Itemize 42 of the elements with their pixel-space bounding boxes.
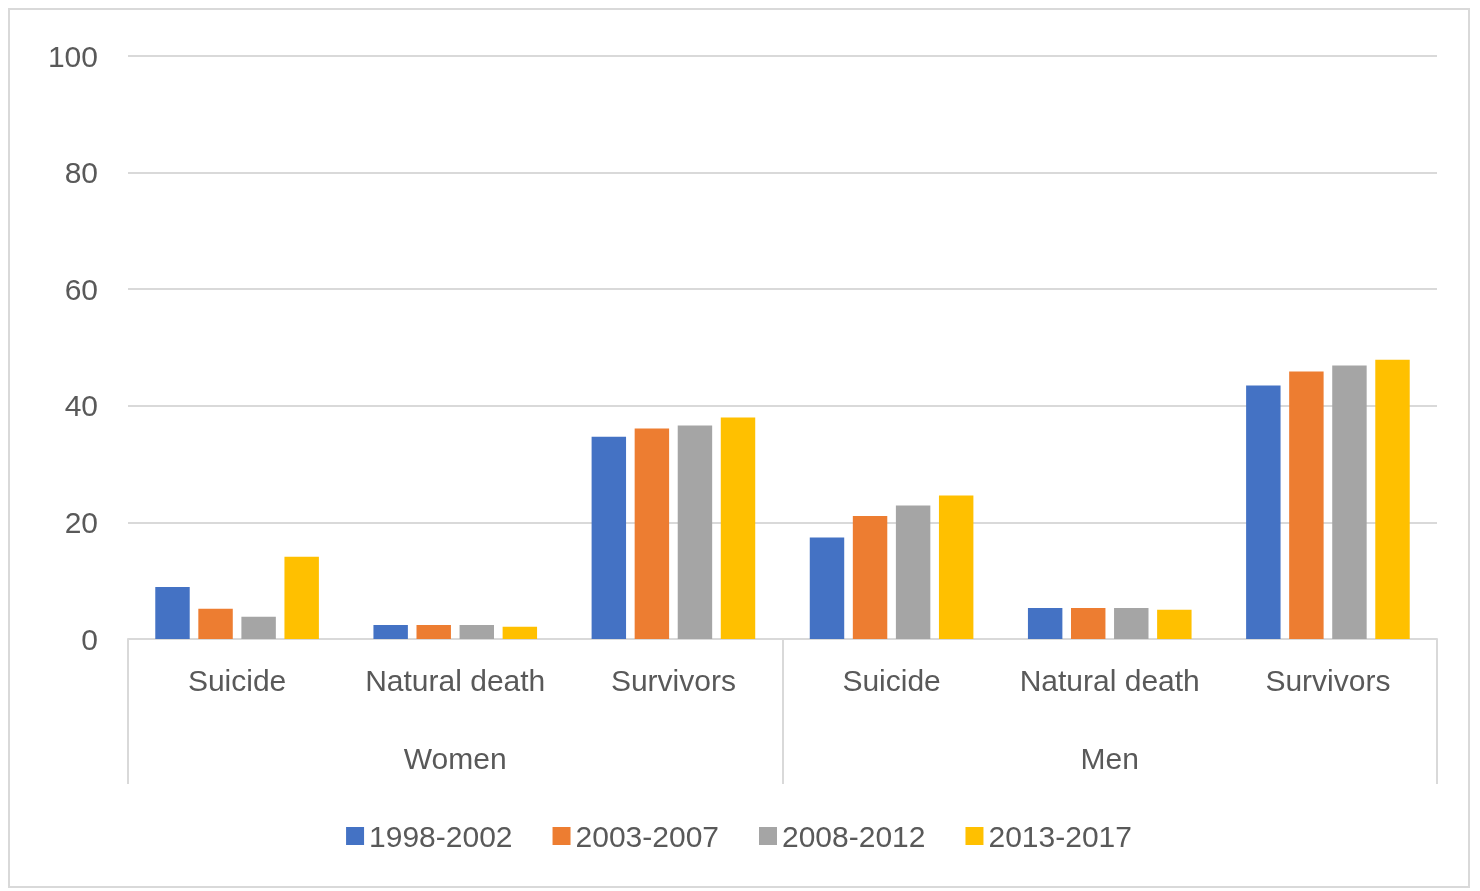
- bar: [1071, 608, 1106, 639]
- x-tick-label: Suicide: [187, 663, 287, 697]
- bar: [459, 625, 494, 639]
- bar: [591, 436, 627, 639]
- legend-label: 1998-2002: [369, 819, 513, 853]
- bar: [1332, 365, 1367, 639]
- legend-label: 2013-2017: [988, 819, 1132, 853]
- y-tick-label: 80: [64, 156, 98, 190]
- bar: [852, 515, 888, 639]
- bar: [677, 425, 713, 639]
- y-tick-label: 0: [81, 622, 98, 656]
- bar: [938, 495, 974, 639]
- text: Women: [403, 741, 507, 775]
- x-tick-label: Natural death: [365, 663, 546, 697]
- bar: [1375, 359, 1410, 639]
- bar: [284, 556, 319, 639]
- bar: [502, 626, 538, 639]
- text: Men: [1080, 741, 1139, 775]
- bar: [1027, 608, 1063, 639]
- bar: [809, 537, 845, 639]
- bar: [373, 625, 408, 639]
- legend-label: 2003-2007: [575, 819, 719, 853]
- bar: [1114, 608, 1149, 639]
- bar: [720, 417, 756, 639]
- bar: [1157, 609, 1192, 639]
- x-tick-label: Survivors: [610, 663, 736, 697]
- legend-label: 2008-2012: [782, 819, 926, 853]
- y-tick-label: 40: [64, 389, 98, 423]
- bar: [198, 608, 233, 639]
- y-tick-label: 60: [64, 272, 98, 306]
- y-tick-label: 100: [47, 39, 98, 73]
- x-tick-label: Survivors: [1265, 663, 1391, 697]
- x-tick-label: Natural death: [1019, 663, 1200, 697]
- bar: [1289, 371, 1324, 639]
- bar: [416, 625, 451, 639]
- bar: [895, 505, 931, 639]
- bar: [1246, 385, 1281, 639]
- x-tick-label: Suicide: [842, 663, 941, 697]
- bar: [241, 616, 276, 639]
- y-tick-label: 20: [64, 505, 98, 539]
- bar: [634, 428, 670, 639]
- bar: [155, 587, 190, 639]
